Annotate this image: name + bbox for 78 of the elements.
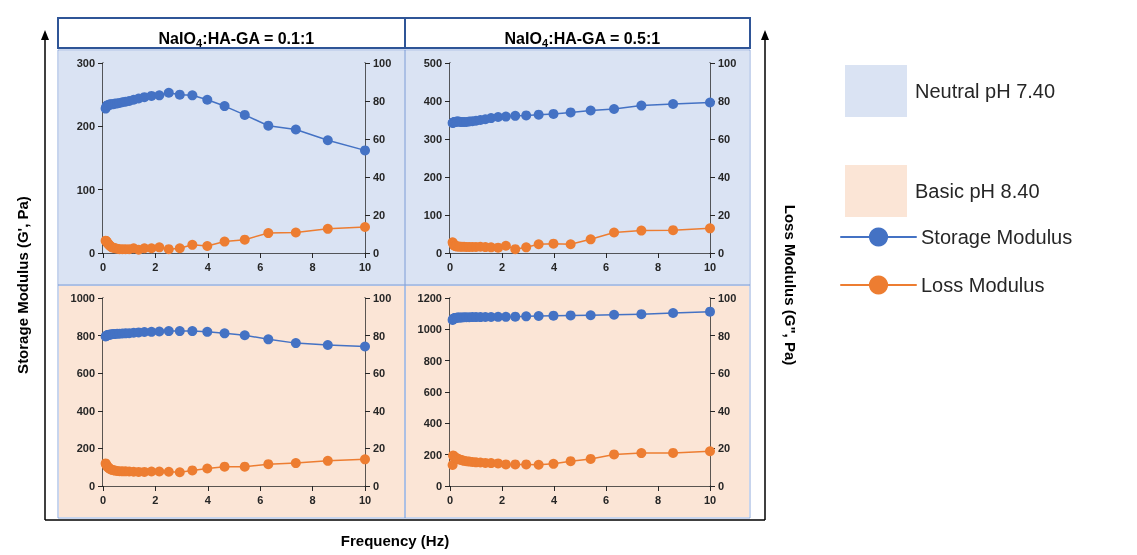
- y2-tick-label: 0: [718, 247, 725, 259]
- y-tick-label: 200: [76, 120, 95, 133]
- y2-tick-label: 100: [373, 292, 392, 304]
- x-tick-label: 4: [204, 260, 212, 273]
- x-tick-label: 8: [654, 493, 662, 506]
- y2-tick-label: 80: [718, 329, 731, 342]
- x-tick-label: 0: [446, 260, 454, 273]
- y-tick-label: 300: [423, 133, 442, 145]
- x-tick-label: 8: [654, 260, 662, 273]
- y-tick-label: 300: [76, 57, 95, 69]
- y-tick-label: 100: [423, 209, 442, 221]
- text: Neutral pH 7.40: [915, 79, 1056, 103]
- y-tick-label: 1000: [417, 323, 442, 336]
- y2-tick-label: 40: [373, 404, 386, 417]
- y2-tick-label: 80: [373, 95, 386, 107]
- y2-tick-label: 100: [373, 57, 392, 69]
- y-tick-label: 200: [423, 448, 442, 461]
- x-tick-label: 8: [309, 493, 316, 506]
- x-tick-label: 4: [550, 493, 558, 506]
- y2-tick-label: 100: [718, 57, 737, 69]
- y2-tick-label: 40: [718, 404, 731, 417]
- y-tick-label: 400: [423, 417, 442, 430]
- x-tick-label: 2: [498, 260, 506, 273]
- y-tick-label: 500: [423, 57, 442, 69]
- x-tick-label: 0: [446, 493, 454, 506]
- y2-axis-title: Loss Modulus (G", Pa): [781, 204, 799, 366]
- x-tick-label: 2: [498, 493, 506, 506]
- x-tick-label: 6: [257, 260, 264, 273]
- y2-tick-label: 0: [718, 480, 725, 492]
- y-tick-label: 600: [76, 367, 95, 380]
- y-tick-label: 800: [76, 329, 95, 342]
- y2-tick-label: 20: [718, 442, 731, 455]
- legend-label: Loss Modulus: [921, 274, 1045, 296]
- x-tick-label: 6: [257, 493, 264, 506]
- x-tick-label: 4: [204, 493, 212, 506]
- y2-tick-label: 20: [718, 209, 731, 221]
- y-tick-label: 100: [76, 183, 95, 196]
- x-tick-label: 10: [358, 493, 372, 506]
- text: Basic pH 8.40: [915, 179, 1040, 203]
- y2-tick-label: 0: [373, 480, 380, 492]
- y-tick-label: 200: [423, 171, 442, 183]
- y-tick-label: 400: [423, 95, 442, 107]
- y2-tick-label: 80: [373, 329, 386, 342]
- y-tick-label: 0: [88, 247, 95, 259]
- x-tick-label: 2: [152, 493, 159, 506]
- y-tick-label: 0: [435, 247, 442, 259]
- x-tick-label: 4: [550, 260, 558, 273]
- y2-tick-label: 80: [718, 95, 731, 107]
- x-tick-label: 10: [703, 260, 717, 273]
- y2-tick-label: 100: [718, 292, 737, 304]
- legend-label: Storage Modulus: [921, 226, 1073, 248]
- x-tick-label: 10: [703, 493, 717, 506]
- y2-tick-label: 60: [718, 133, 731, 145]
- y-tick-label: 400: [76, 404, 95, 417]
- y2-tick-label: 0: [373, 247, 380, 259]
- y-tick-label: 800: [423, 354, 442, 367]
- y-tick-label: 0: [88, 480, 95, 492]
- x-tick-label: 0: [99, 493, 107, 506]
- y2-tick-label: 60: [718, 367, 731, 380]
- x-tick-label: 6: [602, 493, 610, 506]
- y-tick-label: 200: [76, 442, 95, 455]
- y2-tick-label: 60: [373, 133, 386, 145]
- y2-tick-label: 20: [373, 209, 386, 221]
- x-tick-label: 0: [99, 260, 107, 273]
- x-tick-label: 6: [602, 260, 610, 273]
- y2-tick-label: 40: [718, 171, 731, 183]
- y2-tick-label: 20: [373, 442, 386, 455]
- y-tick-label: 600: [423, 386, 442, 398]
- x-axis-title: Frequency (Hz): [340, 531, 450, 549]
- y-tick-label: 1000: [70, 292, 95, 304]
- y-axis-title: Storage Modulus (G', Pa): [13, 196, 31, 374]
- x-tick-label: 8: [309, 260, 316, 273]
- y2-tick-label: 40: [373, 171, 386, 183]
- x-tick-label: 2: [152, 260, 159, 273]
- x-tick-label: 10: [358, 260, 372, 273]
- y2-tick-label: 60: [373, 367, 386, 380]
- y-tick-label: 0: [435, 480, 442, 492]
- y-tick-label: 1200: [417, 292, 442, 304]
